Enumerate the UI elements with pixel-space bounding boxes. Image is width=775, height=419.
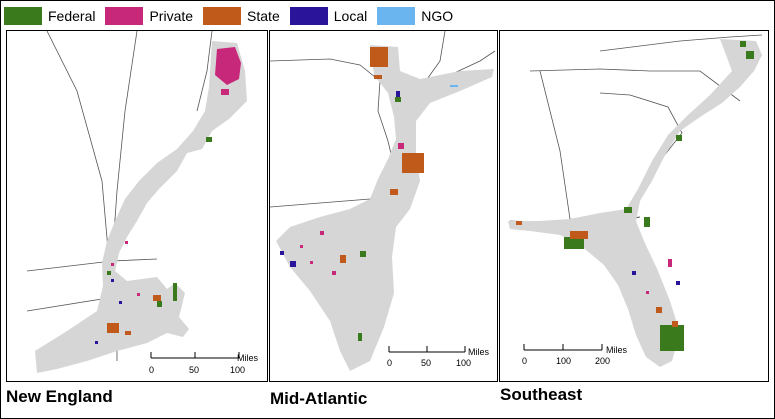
- scale-tick-1: 50: [421, 358, 431, 368]
- coastal-zone: [35, 41, 247, 373]
- legend: Federal Private State Local NGO: [4, 6, 463, 26]
- legend-item-private: Private: [105, 7, 193, 25]
- scale-tick-2: 200: [595, 356, 610, 366]
- scale-bar: [150, 352, 240, 359]
- legend-item-ngo: NGO: [377, 7, 453, 25]
- scale-tick-1: 100: [556, 356, 571, 366]
- region-title-mid-atlantic: Mid-Atlantic: [270, 389, 368, 408]
- coastal-zone: [276, 45, 494, 371]
- legend-swatch-local: [289, 7, 328, 25]
- private-parcels: [111, 47, 241, 296]
- map-panel-mid-atlantic: 0 50 100 Miles: [269, 30, 498, 382]
- federal-parcels: [107, 137, 212, 307]
- state-parcels: [516, 221, 678, 327]
- legend-item-local: Local: [289, 7, 368, 25]
- state-boundary: [26, 258, 158, 272]
- new-england-map: 0 50 100 Miles: [26, 31, 259, 375]
- legend-swatch-ngo: [377, 7, 416, 25]
- state-parcels: [107, 295, 161, 335]
- region-title-southeast: Southeast: [500, 385, 583, 404]
- legend-swatch-federal: [4, 7, 42, 25]
- state-boundary: [539, 70, 641, 222]
- local-parcels: [95, 279, 122, 344]
- local-parcels: [632, 271, 680, 285]
- state-parcels: [340, 47, 424, 263]
- legend-swatch-private: [105, 7, 144, 25]
- state-boundary: [599, 34, 763, 52]
- legend-label-private: Private: [149, 8, 194, 24]
- scale-tick-2: 100: [456, 358, 471, 368]
- scale-unit: Miles: [237, 353, 259, 363]
- map-panel-southeast: 0 100 200 Miles: [499, 30, 769, 382]
- legend-label-state: State: [247, 8, 280, 24]
- scale-unit: Miles: [606, 345, 628, 355]
- legend-item-federal: Federal: [4, 7, 95, 25]
- scale-unit: Miles: [468, 347, 490, 357]
- scale-tick-2: 100: [230, 365, 245, 375]
- scale-bar: [523, 344, 603, 351]
- legend-swatch-state: [203, 7, 242, 25]
- state-boundary: [599, 92, 683, 162]
- scale-tick-1: 50: [189, 365, 199, 375]
- region-title-new-england: New England: [6, 387, 113, 406]
- map-panel-new-england: 0 50 100 Miles: [6, 30, 268, 382]
- scale-tick-0: 0: [149, 365, 154, 375]
- federal-parcels: [358, 97, 401, 341]
- scale-tick-0: 0: [387, 358, 392, 368]
- legend-label-ngo: NGO: [421, 8, 454, 24]
- scale-bar: [388, 346, 466, 353]
- federal-parcels: [564, 41, 754, 351]
- private-parcels: [646, 259, 672, 294]
- state-boundary: [529, 68, 741, 102]
- private-parcels: [300, 143, 404, 275]
- legend-label-federal: Federal: [48, 8, 96, 24]
- state-boundary: [196, 31, 213, 112]
- scale-tick-0: 0: [522, 356, 527, 366]
- coastal-zone: [508, 39, 762, 367]
- mid-atlantic-map: 0 50 100 Miles: [270, 31, 496, 371]
- southeast-map: 0 100 200 Miles: [508, 34, 763, 367]
- state-boundary: [46, 31, 110, 262]
- legend-label-local: Local: [333, 8, 368, 24]
- local-parcels: [280, 91, 400, 267]
- ngo-parcels: [450, 85, 458, 87]
- legend-item-state: State: [203, 7, 280, 25]
